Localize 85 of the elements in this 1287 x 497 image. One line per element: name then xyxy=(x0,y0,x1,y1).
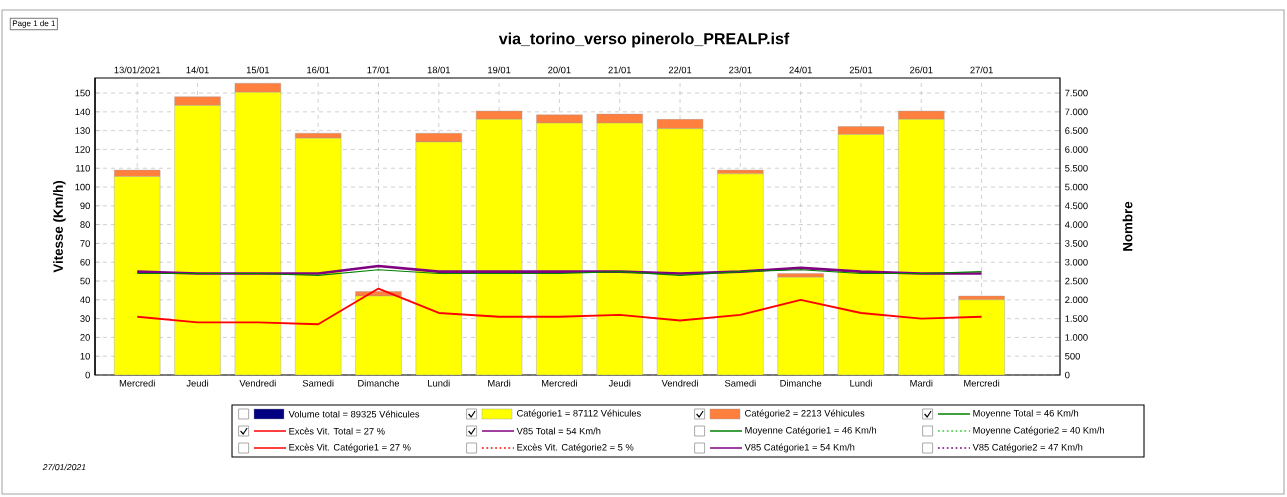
x-tick-label: Mercredi xyxy=(542,379,577,387)
y-tick-label: 20 xyxy=(80,334,90,341)
legend-label: V85 Catégorie1 = 54 Km/h xyxy=(744,443,855,453)
y2-tick-label: 7.500 xyxy=(1065,89,1088,97)
y2-tick-label: 2.000 xyxy=(1065,296,1088,304)
text: 26/01 xyxy=(910,66,933,74)
y2-tick-label: 3.000 xyxy=(1065,258,1088,266)
x-tick-label: Jeudi xyxy=(608,379,631,387)
y2-tick-label: 500 xyxy=(1065,352,1080,360)
legend-label: Excès Vit. Total = 27 % xyxy=(289,427,385,435)
y2-axis-title: Nombre xyxy=(1122,201,1133,251)
text: Page 1 de 1 xyxy=(12,20,56,28)
y2-tick-label: 4.500 xyxy=(1064,202,1088,210)
y-tick-label: 110 xyxy=(76,164,90,172)
legend-label: Excès Vit. Catégorie2 = 5 % xyxy=(517,443,634,453)
bar xyxy=(355,295,402,376)
text: 24/01 xyxy=(789,66,812,74)
y-tick-label: 70 xyxy=(80,240,90,247)
legend-label: Catégorie1 = 87112 Véhicules xyxy=(517,409,641,419)
x-tick-label: Vendredi xyxy=(661,379,698,387)
text: 22/01 xyxy=(668,66,692,74)
x-tick-label: Dimanche xyxy=(780,379,822,387)
y2-tick-label: 4.000 xyxy=(1064,221,1088,228)
legend-label: Moyenne Catégorie1 = 46 Km/h xyxy=(745,426,877,436)
y-tick-label: 30 xyxy=(80,315,90,322)
y2-tick-label: 1.500 xyxy=(1065,315,1088,322)
bar xyxy=(777,277,824,376)
legend-label: V85 Catégorie2 = 47 Km/h xyxy=(972,443,1083,453)
legend-label: Moyenne Total = 46 Km/h xyxy=(973,409,1079,419)
legend-label: Catégorie2 = 2213 Véhicules xyxy=(745,409,865,419)
bar xyxy=(295,137,342,376)
bar xyxy=(958,299,1005,376)
text: 27/01/2021 xyxy=(42,463,86,471)
y-tick-label: 0 xyxy=(85,371,90,379)
y2-tick-label: 7.000 xyxy=(1065,108,1088,116)
x-tick-label: Lundi xyxy=(428,379,450,387)
y2-tick-label: 6.500 xyxy=(1065,127,1088,134)
y2-tick-label: 6.000 xyxy=(1065,146,1088,153)
legend-label: Excès Vit. Catégorie1 = 27 % xyxy=(289,443,411,453)
x-tick-label: Mercredi xyxy=(119,379,155,387)
y-tick-label: 150 xyxy=(75,89,90,97)
y-tick-label: 40 xyxy=(80,296,90,304)
text: 21/01 xyxy=(608,66,631,74)
legend-label: V85 Total = 54 Km/h xyxy=(516,427,601,435)
text: 23/01 xyxy=(729,66,752,74)
text: 19/01 xyxy=(488,66,511,74)
x-tick-label: Mercredi xyxy=(964,379,1000,387)
y2-tick-label: 5.500 xyxy=(1065,164,1088,172)
x-tick-label: Mardi xyxy=(488,379,511,387)
y-tick-label: 60 xyxy=(80,258,90,266)
x-tick-label: Samedi xyxy=(724,379,756,387)
text: 16/01 xyxy=(307,66,330,74)
x-tick-label: Vendredi xyxy=(239,379,276,387)
text: 15/01 xyxy=(246,66,270,74)
y-tick-label: 80 xyxy=(80,221,90,228)
x-tick-label: Mardi xyxy=(910,379,933,387)
y-tick-label: 130 xyxy=(75,127,90,134)
text: 18/01 xyxy=(427,66,450,74)
y-tick-label: 120 xyxy=(75,146,90,153)
text: 13/01/2021 xyxy=(114,66,161,74)
y2-tick-label: 2.500 xyxy=(1065,277,1088,285)
chart-title: via_torino_verso pinerolo_PREALP.isf xyxy=(498,32,790,48)
text: 25/01 xyxy=(849,66,873,74)
y-tick-label: 100 xyxy=(75,183,90,191)
x-tick-label: Jeudi xyxy=(186,379,209,387)
legend-label: Volume total = 89325 Véhicules xyxy=(288,410,420,418)
y2-tick-label: 0 xyxy=(1065,371,1070,379)
x-tick-label: Lundi xyxy=(850,379,872,387)
y-tick-label: 10 xyxy=(80,352,90,360)
text: 20/01 xyxy=(548,66,571,74)
y-tick-label: 90 xyxy=(80,202,90,210)
y-axis-title: Vitesse (Km/h) xyxy=(53,180,66,273)
y2-tick-label: 3.500 xyxy=(1065,240,1088,247)
text: 17/01 xyxy=(367,66,390,74)
y2-tick-label: 1.000 xyxy=(1065,334,1088,341)
x-tick-label: Samedi xyxy=(302,379,334,387)
x-tick-label: Dimanche xyxy=(358,379,400,387)
y-tick-label: 50 xyxy=(80,277,90,285)
y2-tick-label: 5.000 xyxy=(1065,183,1088,191)
text: 14/01 xyxy=(186,66,209,74)
line-series xyxy=(136,287,983,326)
text: 27/01 xyxy=(970,66,993,74)
bar xyxy=(717,173,764,376)
y-tick-label: 140 xyxy=(75,108,90,116)
legend-label: Moyenne Catégorie2 = 40 Km/h xyxy=(973,426,1105,436)
